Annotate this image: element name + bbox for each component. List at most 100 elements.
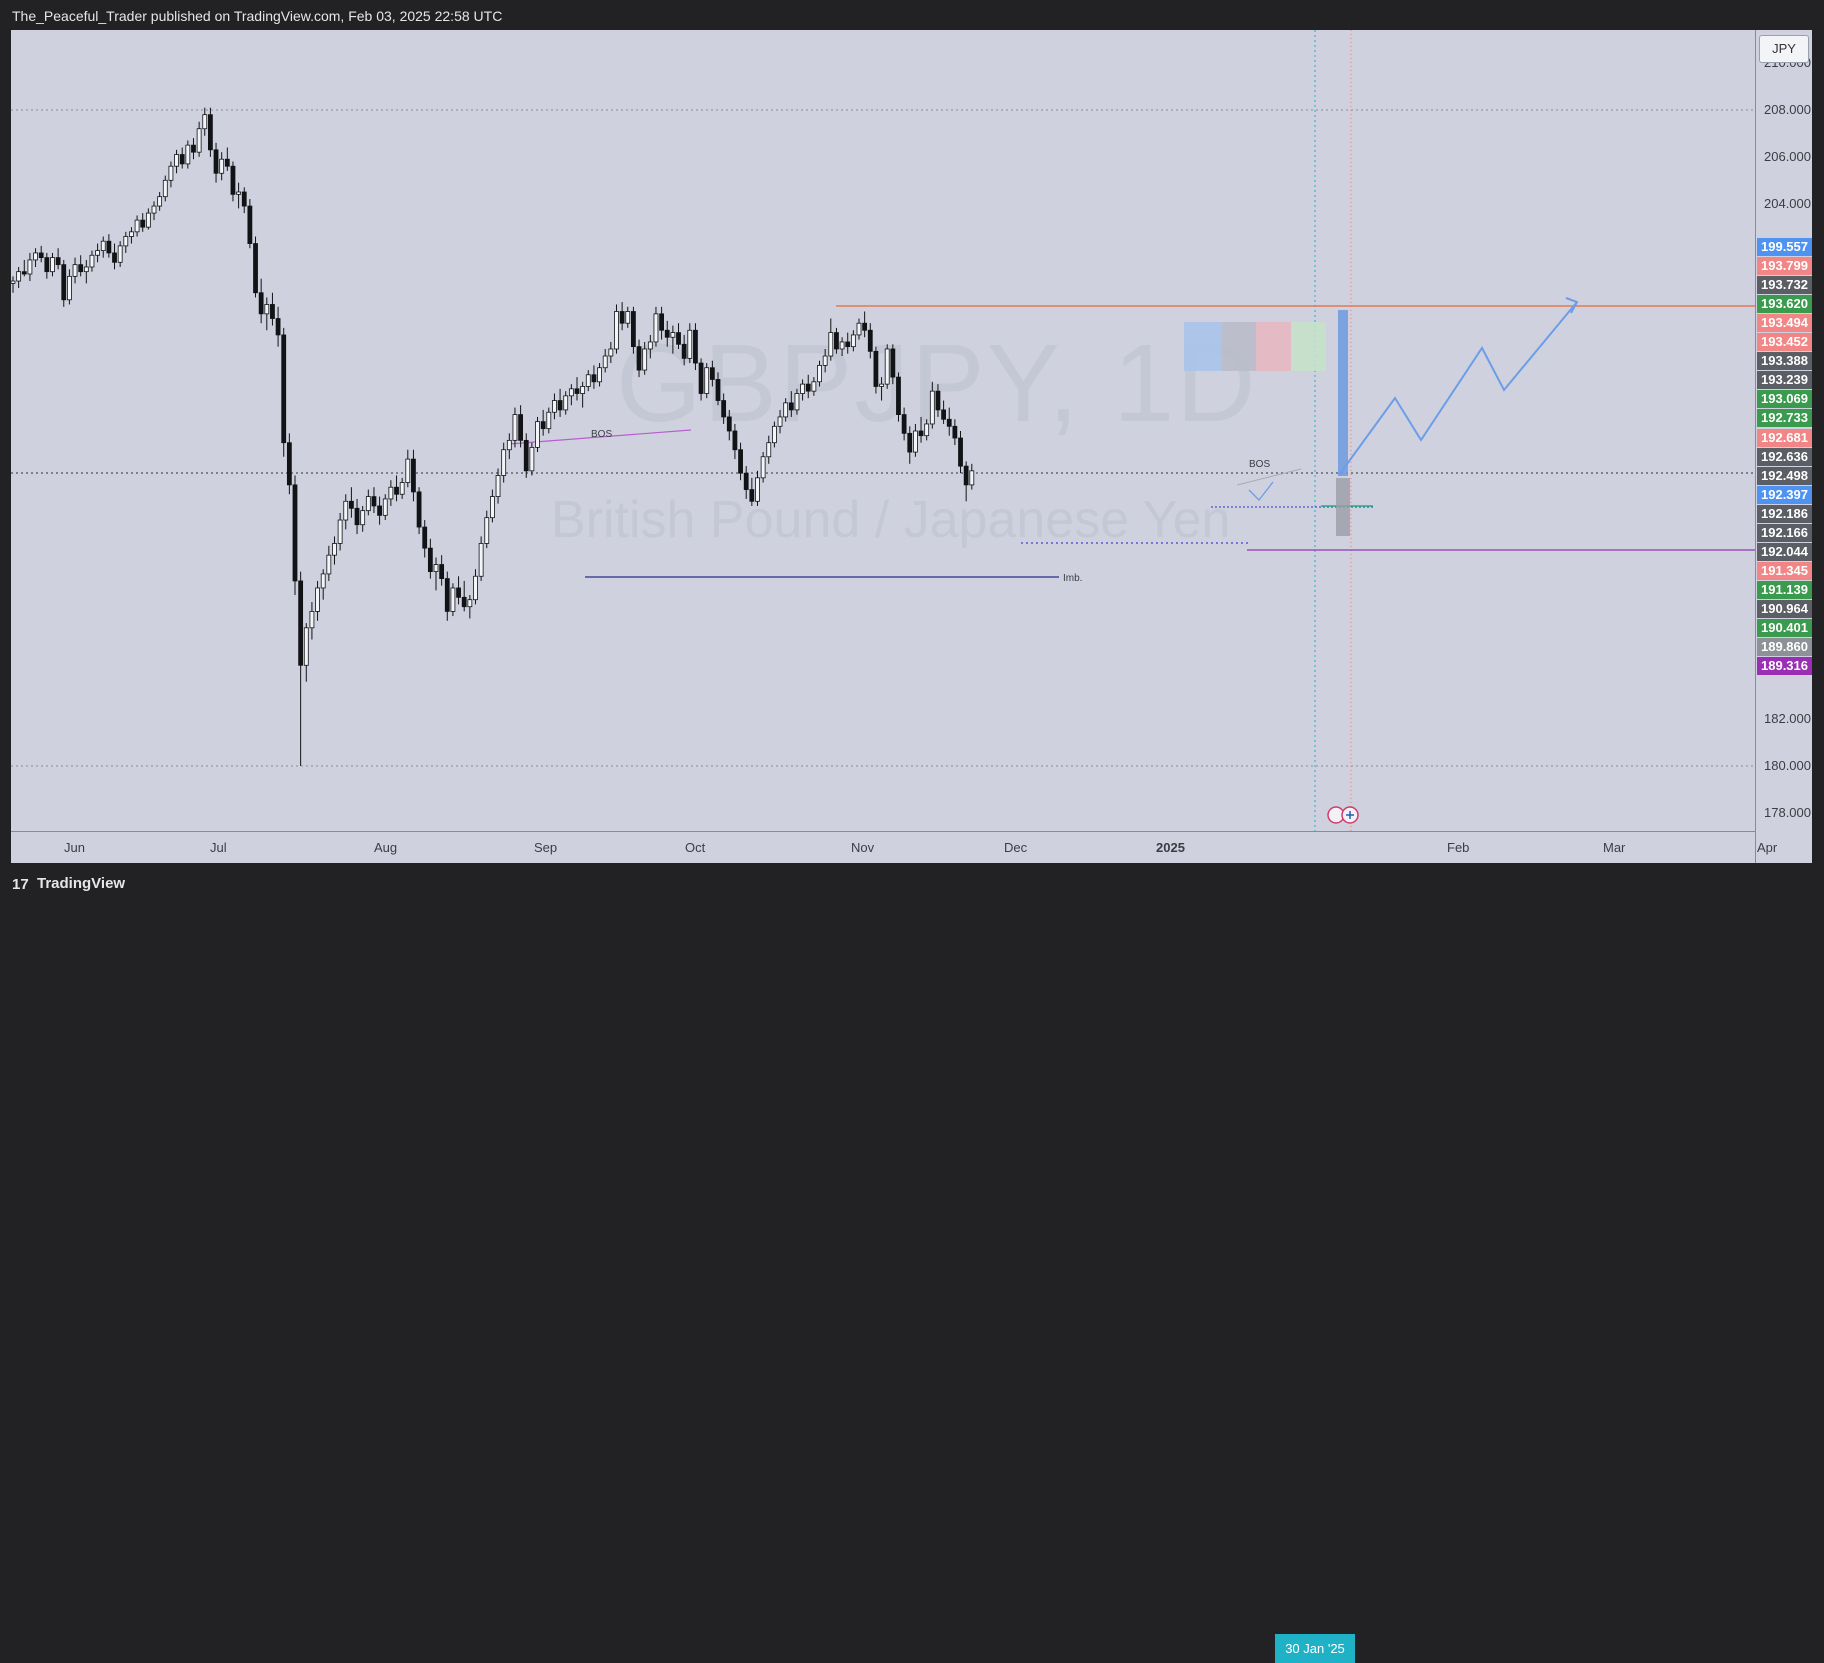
bear-candle[interactable] bbox=[224, 158, 230, 167]
bear-candle[interactable] bbox=[354, 507, 360, 526]
bear-candle[interactable] bbox=[461, 596, 467, 608]
bear-candle[interactable] bbox=[788, 402, 794, 411]
bull-candle[interactable] bbox=[772, 425, 777, 444]
bear-candle[interactable] bbox=[659, 313, 664, 331]
bull-candle[interactable] bbox=[597, 367, 602, 383]
bear-candle[interactable] bbox=[693, 329, 698, 364]
bear-candle[interactable] bbox=[862, 322, 868, 331]
bear-candle[interactable] bbox=[636, 346, 642, 371]
bull-candle[interactable] bbox=[196, 128, 202, 153]
bull-candle[interactable] bbox=[777, 416, 783, 427]
bull-candle[interactable] bbox=[850, 334, 856, 348]
bull-candle[interactable] bbox=[33, 252, 38, 261]
chart-svg[interactable]: BOS BOS Imb. bbox=[11, 30, 1755, 831]
bull-candle[interactable] bbox=[95, 250, 100, 256]
bear-candle[interactable] bbox=[557, 400, 563, 411]
bull-candle[interactable] bbox=[552, 400, 557, 413]
bull-candle[interactable] bbox=[766, 442, 772, 458]
range-box-blue[interactable] bbox=[1184, 322, 1222, 371]
bull-candle[interactable] bbox=[614, 311, 619, 350]
bear-candle[interactable] bbox=[749, 489, 755, 502]
bull-candle[interactable] bbox=[365, 496, 371, 512]
bear-candle[interactable] bbox=[726, 416, 732, 432]
bear-candle[interactable] bbox=[207, 114, 213, 151]
bull-candle[interactable] bbox=[11, 280, 16, 284]
bull-candle[interactable] bbox=[117, 245, 123, 263]
bull-candle[interactable] bbox=[320, 573, 326, 589]
bull-candle[interactable] bbox=[174, 154, 179, 167]
bear-candle[interactable] bbox=[890, 348, 896, 378]
bull-candle[interactable] bbox=[467, 599, 473, 608]
bear-candle[interactable] bbox=[281, 334, 287, 444]
bull-candle[interactable] bbox=[495, 475, 501, 497]
bear-candle[interactable] bbox=[715, 379, 721, 401]
bear-candle[interactable] bbox=[523, 439, 529, 472]
stop-box[interactable] bbox=[1336, 478, 1350, 536]
bear-candle[interactable] bbox=[907, 432, 913, 453]
chart-plot-area[interactable]: GBPJPY, 1D British Pound / Japanese Yen bbox=[11, 30, 1755, 831]
bull-candle[interactable] bbox=[506, 439, 512, 451]
bull-candle[interactable] bbox=[309, 611, 315, 629]
bear-candle[interactable] bbox=[732, 430, 738, 451]
bear-candle[interactable] bbox=[873, 350, 879, 387]
bull-candle[interactable] bbox=[800, 383, 805, 394]
bull-candle[interactable] bbox=[332, 543, 337, 556]
bear-candle[interactable] bbox=[292, 484, 298, 582]
bear-candle[interactable] bbox=[286, 442, 292, 486]
bull-candle[interactable] bbox=[151, 205, 157, 214]
bear-candle[interactable] bbox=[179, 154, 185, 165]
bull-candle[interactable] bbox=[783, 402, 789, 418]
bear-candle[interactable] bbox=[721, 400, 727, 418]
bear-candle[interactable] bbox=[44, 257, 50, 273]
bull-candle[interactable] bbox=[568, 388, 574, 397]
bull-candle[interactable] bbox=[16, 271, 22, 282]
projection-path[interactable] bbox=[1338, 301, 1578, 476]
bull-candle[interactable] bbox=[828, 332, 834, 357]
bear-candle[interactable] bbox=[952, 425, 958, 439]
bull-candle[interactable] bbox=[529, 446, 535, 472]
range-box-red[interactable] bbox=[1256, 322, 1291, 371]
bull-candle[interactable] bbox=[450, 587, 456, 612]
bear-candle[interactable] bbox=[416, 491, 422, 528]
time-axis[interactable]: Jun Jul Aug Sep Oct Nov Dec 2025 Feb Mar Apr 30 Ja… bbox=[11, 831, 1777, 1663]
bear-candle[interactable] bbox=[230, 165, 236, 195]
bear-candle[interactable] bbox=[78, 264, 84, 273]
bear-candle[interactable] bbox=[681, 343, 687, 359]
chart-frame[interactable]: GBPJPY, 1D British Pound / Japanese Yen bbox=[11, 30, 1812, 1663]
bull-candle[interactable] bbox=[884, 348, 890, 385]
bear-candle[interactable] bbox=[61, 264, 67, 301]
bull-candle[interactable] bbox=[478, 543, 484, 577]
bear-candle[interactable] bbox=[518, 414, 524, 441]
bull-candle[interactable] bbox=[704, 367, 710, 394]
bos-line-2[interactable] bbox=[1236, 468, 1302, 486]
bear-candle[interactable] bbox=[298, 580, 304, 666]
bull-candle[interactable] bbox=[817, 364, 822, 383]
bull-candle[interactable] bbox=[168, 165, 174, 181]
small-projection-path[interactable] bbox=[1248, 481, 1274, 501]
bear-candle[interactable] bbox=[456, 587, 461, 598]
bull-candle[interactable] bbox=[145, 212, 151, 228]
bear-candle[interactable] bbox=[21, 271, 27, 275]
event-icons[interactable] bbox=[1327, 806, 1359, 824]
bull-candle[interactable] bbox=[535, 421, 540, 448]
bear-candle[interactable] bbox=[664, 329, 670, 338]
bear-candle[interactable] bbox=[258, 292, 264, 315]
bull-candle[interactable] bbox=[134, 219, 140, 233]
bull-candle[interactable] bbox=[625, 311, 631, 324]
bull-candle[interactable] bbox=[687, 329, 693, 359]
bear-candle[interactable] bbox=[896, 376, 901, 415]
bear-candle[interactable] bbox=[834, 332, 839, 350]
bear-candle[interactable] bbox=[439, 564, 445, 579]
bull-candle[interactable] bbox=[670, 332, 676, 338]
bull-candle[interactable] bbox=[27, 259, 33, 275]
bull-candle[interactable] bbox=[72, 264, 78, 277]
bear-candle[interactable] bbox=[106, 240, 112, 254]
bull-candle[interactable] bbox=[794, 393, 800, 411]
bull-candle[interactable] bbox=[602, 355, 608, 369]
bull-candle[interactable] bbox=[879, 383, 884, 387]
bear-candle[interactable] bbox=[946, 418, 952, 427]
bear-candle[interactable] bbox=[845, 341, 851, 348]
bull-candle[interactable] bbox=[642, 348, 648, 371]
bull-candle[interactable] bbox=[315, 587, 320, 612]
bear-candle[interactable] bbox=[963, 465, 969, 486]
